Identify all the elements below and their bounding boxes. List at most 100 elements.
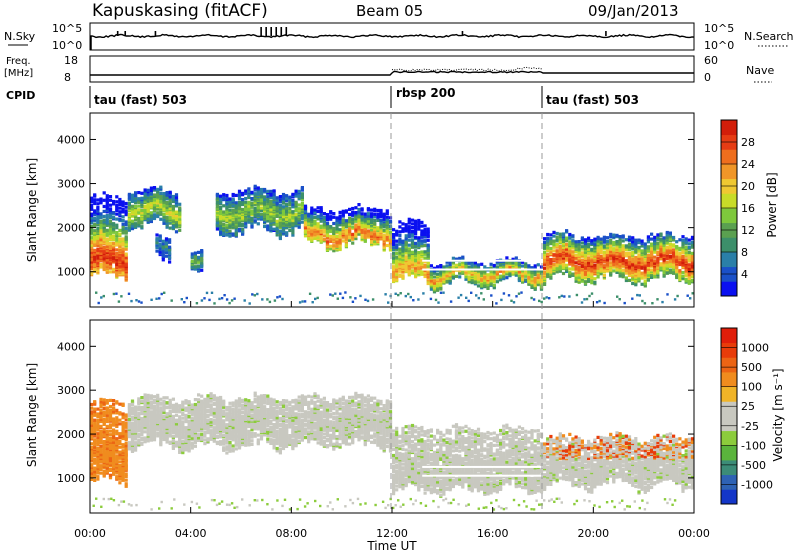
power-cell [175, 230, 178, 233]
power-cell [688, 246, 691, 249]
power-cell [225, 194, 228, 197]
power-cell [320, 225, 323, 228]
power-cell [549, 258, 552, 261]
velocity-cell [153, 405, 156, 408]
power-cell [247, 187, 250, 190]
power-cell [162, 192, 165, 195]
power-cell [250, 202, 253, 205]
power-cell [118, 210, 121, 213]
power-cell [408, 244, 411, 247]
power-cell [450, 300, 452, 302]
power-cell [349, 296, 351, 298]
power-cell [144, 205, 147, 208]
power-cell [295, 190, 298, 193]
power-cell [681, 239, 684, 242]
power-cell [430, 264, 433, 267]
power-cell [194, 265, 197, 268]
power-cell [266, 224, 269, 227]
power-cell [345, 209, 348, 212]
station-title: Kapuskasing (fitACF) [92, 1, 268, 21]
power-cell [439, 270, 442, 273]
power-cell [386, 244, 389, 247]
power-cell [232, 193, 235, 196]
power-cell [424, 256, 427, 259]
power-cell [405, 234, 408, 237]
power-cell [269, 301, 271, 303]
power-cell [269, 200, 272, 203]
power-cell [103, 199, 106, 202]
power-cell [414, 220, 417, 223]
power-cell [556, 232, 559, 235]
power-cell [208, 299, 210, 301]
power-cell [644, 279, 647, 282]
power-cell [622, 269, 625, 272]
power-cell [446, 264, 449, 267]
power-cell [546, 296, 548, 298]
power-cell [625, 259, 628, 262]
velocity-cell [140, 396, 143, 399]
colorbar-swatch [721, 120, 737, 135]
power-cell [397, 294, 399, 296]
power-cell [486, 273, 489, 276]
velocity-cell [153, 395, 156, 398]
power-cell [392, 233, 395, 236]
power-cell [651, 302, 653, 304]
power-cell [345, 229, 348, 232]
power-cell [122, 223, 125, 226]
power-cell [323, 216, 326, 219]
power-cell [565, 237, 568, 240]
power-cell [254, 294, 256, 296]
power-cell [565, 264, 568, 267]
power-cell [165, 255, 168, 258]
colorbar-tick-label: 24 [741, 158, 755, 171]
power-cell [351, 242, 354, 245]
power-cell [155, 237, 158, 240]
freq-label-2: [MHz] [4, 68, 33, 79]
velocity-cell [109, 430, 112, 433]
power-cell [581, 251, 584, 254]
power-cell [342, 297, 344, 299]
velocity-cell [134, 406, 137, 409]
power-cell [317, 215, 320, 218]
power-cell [637, 239, 640, 242]
power-cell [411, 219, 414, 222]
power-cell [93, 223, 96, 226]
power-cell [593, 281, 596, 284]
power-cell [244, 201, 247, 204]
power-cell [351, 225, 354, 228]
power-cell [351, 207, 354, 210]
power-cell [558, 296, 560, 298]
power-cell [672, 243, 675, 246]
power-cell [675, 245, 678, 248]
velocity-cell [115, 430, 118, 433]
power-cell [115, 204, 118, 207]
power-cell [125, 209, 128, 212]
colorbar-tick-label: 28 [741, 136, 755, 149]
power-cell [436, 273, 439, 276]
power-cell [201, 299, 203, 301]
power-cell [420, 229, 423, 232]
power-cell [681, 255, 684, 258]
power-cell [465, 297, 467, 299]
power-cell [659, 262, 662, 265]
power-cell [228, 209, 231, 212]
power-cell [410, 296, 412, 298]
power-cell [320, 206, 323, 209]
power-cell [99, 198, 102, 201]
power-cell [115, 200, 118, 203]
velocity-cell [99, 409, 102, 412]
power-cell [663, 236, 666, 239]
velocity-cell [96, 419, 99, 422]
power-cell [424, 224, 427, 227]
power-cell [301, 192, 304, 195]
power-cell [357, 208, 360, 211]
power-cell [200, 269, 203, 272]
power-cell [518, 293, 520, 295]
power-cell [172, 205, 175, 208]
power-cell [575, 240, 578, 243]
power-cell [625, 244, 628, 247]
power-cell [155, 250, 158, 253]
power-cell [165, 237, 168, 240]
